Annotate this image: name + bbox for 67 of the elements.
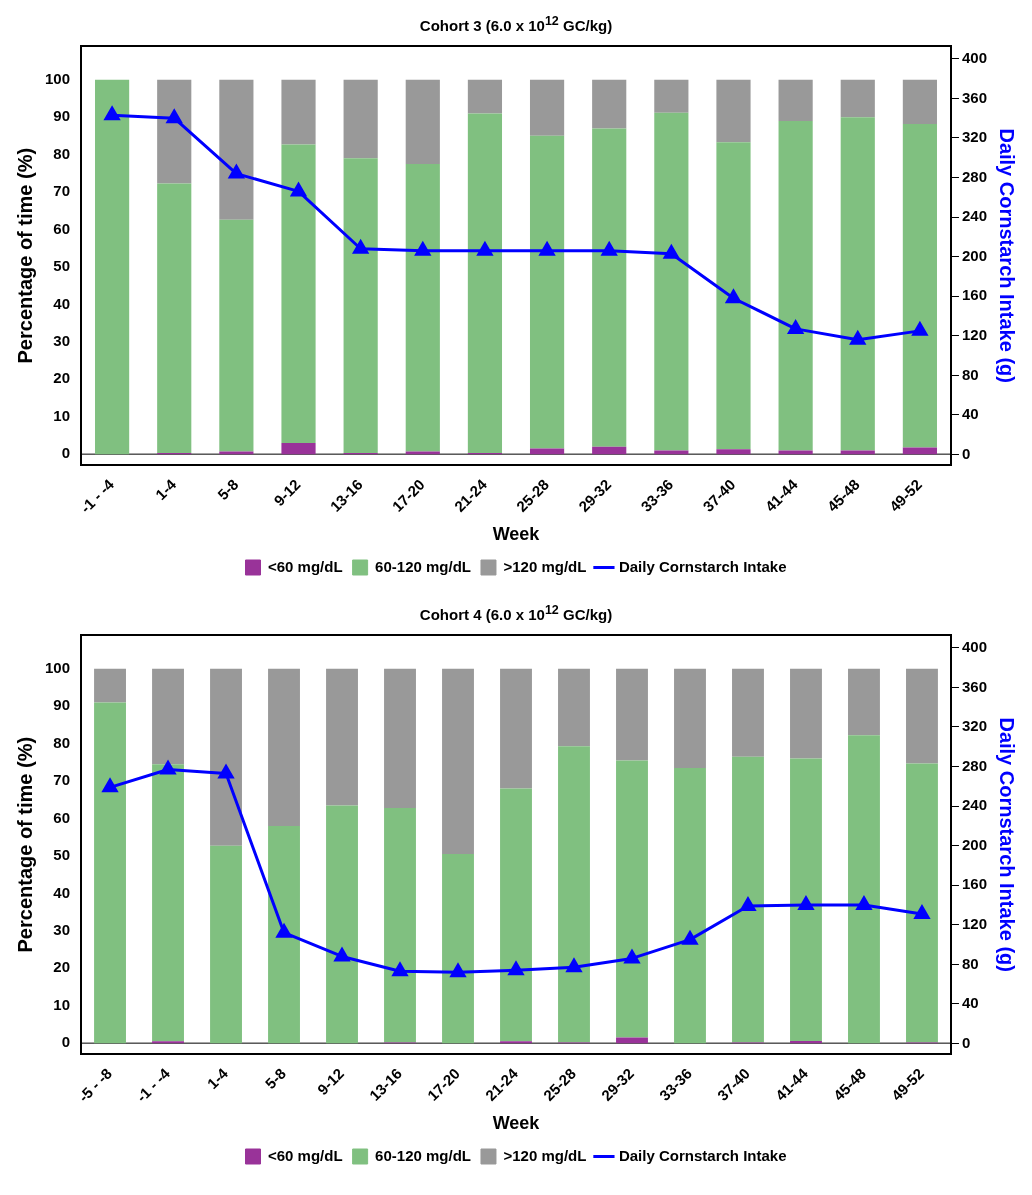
y-tick-label: 0	[61, 1033, 71, 1051]
y2-tick-label: 120	[961, 914, 987, 932]
y2-tick-label: 160	[961, 286, 987, 304]
y2-tick-label: 0	[961, 444, 971, 462]
x-axis-title: Week	[492, 524, 541, 545]
y-axis-title: Percentage of time (%)	[13, 736, 36, 953]
y-tick-label: 60	[53, 808, 71, 826]
x-tick-label: 1-4	[203, 1064, 232, 1093]
x-tick-label: -1 - -4	[132, 1064, 174, 1106]
y2-tick-label: 80	[961, 365, 979, 383]
legend-label: 60-120 mg/dL	[375, 1146, 471, 1164]
x-tick-label: 5-8	[214, 475, 242, 504]
y2-tick-label: 40	[961, 405, 979, 423]
y2-tick-label: 240	[961, 207, 987, 225]
chart-title: Cohort 3 (6.0 x 10$^{12}$ GC/kg)	[418, 13, 614, 34]
y-tick-label: 20	[53, 958, 71, 976]
y2-tick-label: 280	[961, 756, 987, 774]
y2-tick-label: 0	[961, 1033, 971, 1051]
y-tick-label: 20	[53, 369, 71, 387]
y2-tick-label: 240	[961, 796, 987, 814]
x-tick-label: -1 - -4	[76, 475, 118, 517]
y-tick-label: 0	[61, 444, 71, 462]
legend-label: Daily Cornstarch Intake	[618, 1146, 787, 1164]
y2-tick-label: 200	[961, 835, 987, 853]
y2-tick-label: 360	[961, 677, 987, 695]
y-tick-label: 100	[45, 658, 71, 676]
y2-tick-label: 320	[961, 128, 987, 146]
y-tick-label: 10	[53, 995, 71, 1013]
legend-label: <60 mg/dL	[268, 1146, 343, 1164]
y2-tick-label: 120	[961, 325, 987, 343]
y-tick-label: 90	[53, 107, 71, 125]
legend-label: <60 mg/dL	[268, 557, 343, 575]
y2-tick-label: 400	[961, 638, 987, 655]
y2-tick-label: 160	[961, 875, 987, 893]
y2-tick-label: 80	[961, 954, 979, 972]
y-tick-label: 90	[53, 696, 71, 714]
y-tick-label: 80	[53, 144, 71, 162]
y-tick-label: 40	[53, 294, 71, 312]
y-tick-label: 70	[53, 771, 71, 789]
y-tick-label: 70	[53, 182, 71, 200]
y2-tick-label: 200	[961, 246, 987, 264]
y2-axis-title: Daily Cornstarch Intake (g)	[996, 717, 1019, 972]
legend-label: 60-120 mg/dL	[375, 557, 471, 575]
x-axis-title: Week	[492, 1113, 541, 1134]
y-tick-label: 60	[53, 219, 71, 237]
x-tick-label: -5 - -8	[74, 1064, 116, 1106]
y-tick-label: 100	[45, 69, 71, 87]
y-tick-label: 40	[53, 883, 71, 901]
x-tick-label: 1-4	[151, 475, 180, 504]
y2-tick-label: 400	[961, 49, 987, 66]
x-tick-label: 5-8	[261, 1064, 290, 1093]
legend-label: >120 mg/dL	[503, 1146, 587, 1164]
chart-title: Cohort 4 (6.0 x 10$^{12}$ GC/kg)	[418, 602, 614, 623]
y-tick-label: 50	[53, 257, 71, 275]
y2-tick-label: 360	[961, 88, 987, 106]
legend-label: Daily Cornstarch Intake	[618, 557, 787, 575]
y-tick-label: 30	[53, 331, 71, 349]
y-tick-label: 80	[53, 733, 71, 751]
y-tick-label: 30	[53, 920, 71, 938]
y-tick-label: 50	[53, 846, 71, 864]
y-axis-title: Percentage of time (%)	[13, 147, 36, 364]
y2-tick-label: 320	[961, 717, 987, 735]
y2-tick-label: 40	[961, 994, 979, 1012]
y-tick-label: 10	[53, 406, 71, 424]
y2-axis-title: Daily Cornstarch Intake (g)	[996, 128, 1019, 383]
y2-tick-label: 280	[961, 167, 987, 185]
legend-label: >120 mg/dL	[503, 557, 587, 575]
